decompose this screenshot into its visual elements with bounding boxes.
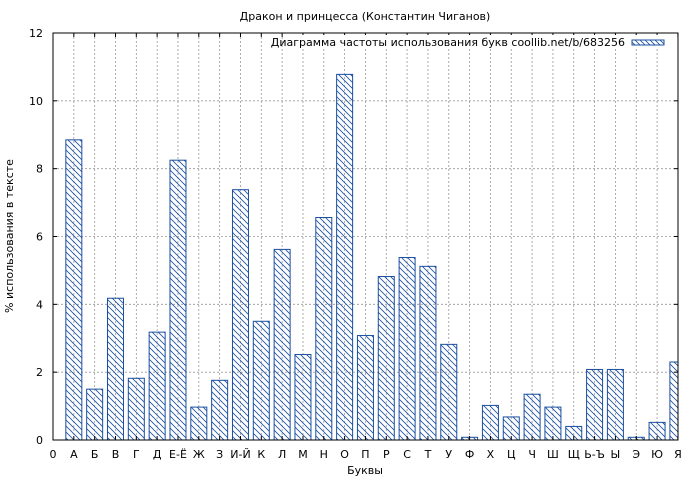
x-tick-label: Ь-Ъ [584,448,605,461]
x-tick-label: В [112,448,120,461]
y-tick-label: 2 [36,366,43,379]
y-axis-ticks: 0 2 4 6 8 10 12 [29,27,678,447]
bar-26 [586,368,604,441]
x-tick-label: Б [91,448,99,461]
y-tick-label: 12 [29,27,43,40]
x-tick-label: Ч [528,448,536,461]
x-tick-label: Л [278,448,286,461]
bar-3 [106,297,124,441]
x-tick-label: У [445,448,452,461]
legend-label: Диаграмма частоты использования букв coo… [271,36,625,49]
x-tick-label: Ц [507,448,516,461]
bar-6 [169,159,187,441]
x-axis-ticks: 0 А Б В Г Д Е-Ё Ж З И-Й К Л М Н О П Р С Т У Ф Х Ц Ч Ш Щ Ь-Ъ Ы Э Ю Я [50,33,682,461]
x-tick-label: О [340,448,349,461]
bar-12 [294,354,312,441]
x-tick-label: А [70,448,78,461]
x-tick-label: Щ [568,448,580,461]
legend: Диаграмма частоты использования букв coo… [271,35,675,49]
x-tick-label: Д [153,448,162,461]
x-tick-label-origin: 0 [50,448,57,461]
bar-5 [148,331,166,441]
bar-24 [544,406,562,441]
bar-8 [211,379,229,441]
bar-2 [86,388,104,441]
grid-lines [53,33,678,440]
x-tick-label: Т [424,448,432,461]
y-tick-label: 4 [36,298,43,311]
x-tick-label: С [403,448,411,461]
bar-14 [336,73,354,441]
bar-16 [377,276,395,441]
bar-30 [669,361,679,441]
bar-7 [190,406,208,441]
x-tick-label: Ш [547,448,559,461]
y-tick-label: 6 [36,231,43,244]
x-tick-label: П [361,448,369,461]
x-tick-label: Г [133,448,140,461]
x-tick-label: Ж [193,448,205,461]
x-tick-label: Ы [611,448,621,461]
bar-23 [523,393,541,441]
bar-15 [356,335,374,441]
bars [65,73,679,441]
x-tick-label: Н [320,448,328,461]
bar-10 [252,320,270,441]
legend-swatch [631,39,665,46]
x-tick-label: З [216,448,223,461]
bar-19 [440,343,458,441]
bar-21 [481,404,499,441]
y-axis-label: % использования в тексте [3,159,16,313]
legend-background [283,35,675,49]
chart-title: Дракон и принцесса (Константин Чиганов) [240,10,491,23]
x-tick-label: К [257,448,265,461]
bar-17 [398,257,416,441]
x-tick-label: Е-Ё [169,448,187,461]
y-tick-label: 0 [36,434,43,447]
bar-13 [315,217,333,441]
x-tick-label: И-Й [230,448,250,461]
x-tick-label: Ю [651,448,663,461]
x-axis-label: Буквы [347,464,383,477]
x-tick-label: Р [383,448,390,461]
y-tick-label: 8 [36,163,43,176]
bar-4 [127,377,145,441]
x-tick-label: Ф [465,448,474,461]
x-tick-label: М [298,448,308,461]
bar-11 [273,248,291,441]
bar-27 [606,368,624,441]
x-tick-label: Я [674,448,682,461]
x-tick-label: Х [487,448,495,461]
bar-18 [419,265,437,441]
bar-9 [231,189,249,441]
y-tick-label: 10 [29,95,43,108]
x-tick-label: Э [632,448,640,461]
bar-1 [65,139,83,441]
